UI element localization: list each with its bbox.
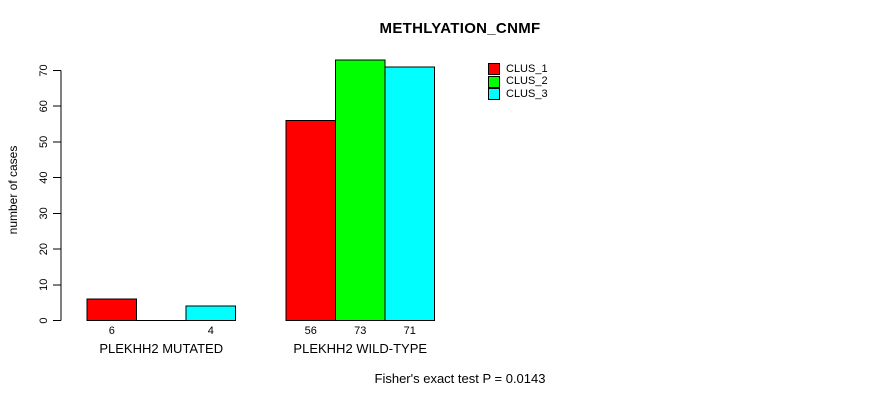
legend: CLUS_1 CLUS_2 CLUS_3 <box>488 63 548 101</box>
bar-value-label: 6 <box>109 325 115 337</box>
category-label: PLEKHH2 MUTATED <box>99 341 223 356</box>
chart-title: METHLYATION_CNMF <box>379 20 541 37</box>
legend-item-clus_1: CLUS_1 <box>488 63 548 76</box>
bar-value-label: 4 <box>208 325 214 337</box>
legend-item-clus_3: CLUS_3 <box>488 88 548 101</box>
legend-label: CLUS_1 <box>506 62 548 75</box>
legend-swatch-clus_2 <box>488 75 500 88</box>
bar-clus_1-plekhh2-wild-type <box>285 120 336 321</box>
legend-item-clus_2: CLUS_2 <box>488 75 548 89</box>
legend-label: CLUS_3 <box>506 87 548 100</box>
y-tick-label: 0 <box>38 317 50 323</box>
y-tick-label: 30 <box>38 207 50 219</box>
y-tick-label: 20 <box>38 243 50 255</box>
legend-swatch-clus_1 <box>488 63 500 76</box>
bar-value-label: 56 <box>305 325 317 337</box>
y-tick-label: 70 <box>38 64 50 76</box>
legend-swatch-clus_3 <box>488 88 500 101</box>
y-tick-label: 10 <box>38 279 50 291</box>
fisher-test-annotation: Fisher's exact test P = 0.0143 <box>374 371 546 386</box>
y-tick-label: 40 <box>38 172 50 184</box>
bar-clus_2-plekhh2-wild-type <box>335 59 386 322</box>
category-label: PLEKHH2 WILD-TYPE <box>293 341 427 356</box>
y-tick-label: 50 <box>38 136 50 148</box>
legend-label: CLUS_2 <box>506 75 548 88</box>
bar-clus_3-plekhh2-wild-type <box>384 66 435 321</box>
bar-clus_1-plekhh2-mutated <box>86 298 137 322</box>
y-axis-title: number of cases <box>6 145 20 235</box>
bar-value-label: 73 <box>354 325 366 337</box>
y-tick-label: 60 <box>38 100 50 112</box>
bar-clus_3-plekhh2-mutated <box>185 305 236 322</box>
bar-value-label: 71 <box>404 325 416 337</box>
